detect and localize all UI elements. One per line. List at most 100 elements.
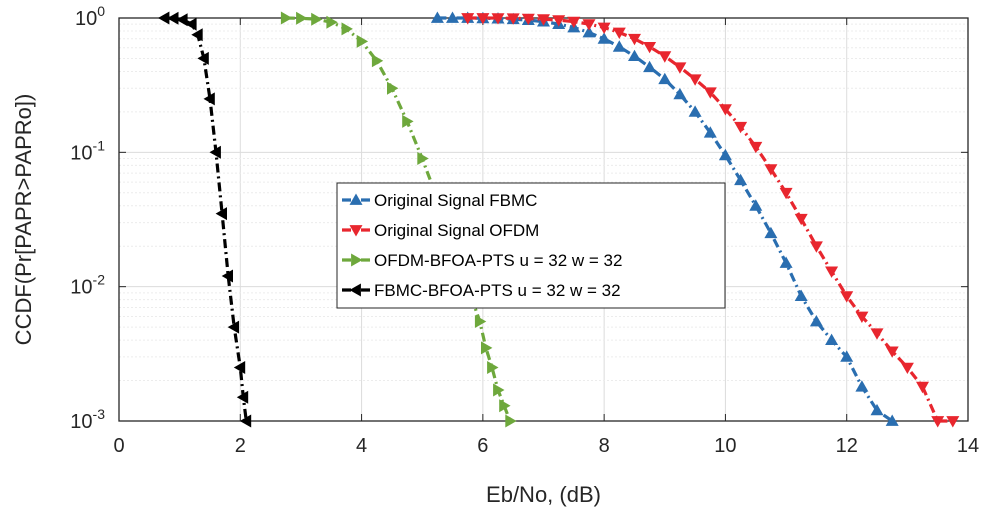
data-point-marker [734, 121, 748, 134]
data-point-marker [493, 383, 505, 397]
data-point-marker [481, 341, 493, 355]
y-tick-label: 10-2 [70, 272, 105, 299]
data-point-marker [597, 32, 611, 44]
data-point-marker [209, 145, 221, 159]
data-point-marker [916, 381, 929, 394]
x-tick-label: 4 [356, 435, 367, 457]
legend: Original Signal FBMC Original Signal OFDM… [336, 182, 726, 309]
x-tick-label: 2 [235, 435, 246, 457]
data-point-marker [176, 13, 188, 27]
legend-marker [349, 283, 361, 297]
data-point-marker [499, 399, 511, 413]
series-4 [158, 11, 252, 428]
data-point-marker [688, 74, 702, 86]
data-point-marker [809, 315, 823, 327]
data-point-marker [491, 13, 505, 25]
data-point-marker [446, 11, 459, 23]
data-point-marker [506, 13, 520, 25]
x-tick-label: 0 [113, 435, 124, 457]
data-point-marker [203, 92, 215, 106]
data-point-marker [673, 87, 687, 100]
data-point-marker [236, 390, 249, 404]
data-point-marker [764, 164, 778, 176]
data-point-marker [658, 72, 672, 85]
data-point-marker [840, 350, 854, 362]
data-point-marker [191, 28, 203, 42]
data-point-marker [185, 17, 197, 31]
data-point-marker [734, 173, 748, 186]
series-line [467, 16, 953, 423]
data-point-marker [885, 346, 899, 358]
data-point-marker [688, 105, 702, 117]
data-point-marker [227, 320, 240, 334]
data-point-marker [356, 34, 369, 48]
data-point-marker [197, 51, 209, 65]
data-point-marker [567, 16, 581, 29]
data-point-marker [430, 11, 444, 23]
data-point-marker [931, 416, 945, 428]
data-point-marker [779, 256, 793, 268]
data-point-marker [461, 13, 475, 25]
data-point-marker [371, 54, 384, 68]
legend-marker [349, 225, 363, 237]
data-point-marker [402, 114, 414, 128]
data-point-marker [521, 13, 535, 26]
data-point-marker [794, 289, 808, 301]
data-point-marker [537, 14, 550, 26]
data-point-marker [487, 361, 499, 374]
data-point-marker [158, 11, 170, 25]
data-point-marker [612, 27, 626, 39]
data-point-marker [885, 414, 899, 426]
x-tick-label: 10 [714, 435, 736, 457]
x-tick-label: 8 [599, 435, 610, 457]
legend-marker [349, 193, 363, 205]
data-point-marker [855, 380, 869, 392]
data-point-marker [597, 22, 611, 34]
data-point-marker [233, 361, 246, 374]
data-point-marker [612, 40, 626, 52]
data-point-marker [779, 187, 793, 200]
axis-ticks: 0 2 4 6 8 10 12 14 10-3 10-2 10-1 100 [70, 3, 979, 457]
data-point-marker [582, 26, 596, 38]
data-point-marker [221, 269, 233, 283]
legend-marker [351, 253, 363, 267]
legend-box [336, 182, 726, 309]
y-tick-label: 10-3 [70, 406, 105, 433]
data-point-marker [505, 414, 517, 428]
data-point-marker [870, 403, 884, 416]
data-point-marker [167, 11, 179, 25]
data-point-marker [718, 148, 732, 161]
data-point-marker [825, 333, 839, 345]
data-point-marker [296, 11, 308, 25]
data-point-marker [840, 291, 854, 303]
data-point-marker [417, 152, 429, 165]
data-point-marker [326, 15, 338, 29]
data-point-marker [239, 414, 252, 428]
data-point-marker [643, 60, 657, 73]
y-tick-label: 100 [75, 3, 105, 30]
data-point-marker [718, 104, 732, 116]
data-point-marker [582, 19, 596, 31]
series-2 [461, 13, 960, 428]
data-point-marker [794, 213, 808, 226]
data-point-marker [476, 13, 490, 25]
y-tick-label: 10-1 [70, 137, 105, 164]
data-point-marker [658, 51, 672, 63]
data-point-marker [946, 416, 960, 428]
data-point-marker [809, 241, 823, 253]
data-point-marker [703, 87, 717, 99]
data-point-marker [280, 11, 293, 25]
data-point-marker [855, 311, 869, 323]
data-point-marker [870, 328, 884, 340]
data-point-marker [749, 199, 763, 211]
legend-label: FBMC-BFOA-PTS u = 32 w = 32 [374, 281, 621, 300]
data-point-marker [825, 266, 839, 278]
legend-label: Original Signal OFDM [374, 221, 539, 240]
legend-label: Original Signal FBMC [374, 191, 537, 210]
data-point-marker [341, 22, 353, 36]
x-tick-label: 6 [477, 435, 488, 457]
data-point-marker [552, 15, 566, 27]
legend-label: OFDM-BFOA-PTS u = 32 w = 32 [374, 251, 622, 270]
data-point-marker [628, 33, 641, 46]
